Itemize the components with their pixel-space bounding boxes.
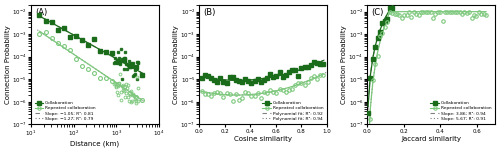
- Legend: Collaboration, Repeated collaboration, Slope: −1.05; R²: 0.81, Slope: −1.27; R²:: Collaboration, Repeated collaboration, S…: [33, 100, 97, 122]
- Legend: Collaboration, Repeated collaboration, Polynomial fit; R²: 0.92, Polynomial fit;: Collaboration, Repeated collaboration, P…: [261, 100, 325, 122]
- Text: (A): (A): [35, 9, 47, 17]
- Legend: Collaboration, Repeated collaboration, Slope: 3.86; R²: 0.94, Slope: 5.67; R²: 0: Collaboration, Repeated collaboration, S…: [429, 100, 493, 122]
- X-axis label: Cosine similarity: Cosine similarity: [234, 136, 292, 142]
- Text: (C): (C): [371, 9, 384, 17]
- X-axis label: Jaccard similarity: Jaccard similarity: [401, 136, 461, 142]
- Y-axis label: Connection Probability: Connection Probability: [341, 25, 347, 104]
- Text: (B): (B): [203, 9, 215, 17]
- Y-axis label: Connection Probability: Connection Probability: [173, 25, 179, 104]
- Y-axis label: Connection Probability: Connection Probability: [5, 25, 11, 104]
- X-axis label: Distance (km): Distance (km): [70, 141, 120, 147]
